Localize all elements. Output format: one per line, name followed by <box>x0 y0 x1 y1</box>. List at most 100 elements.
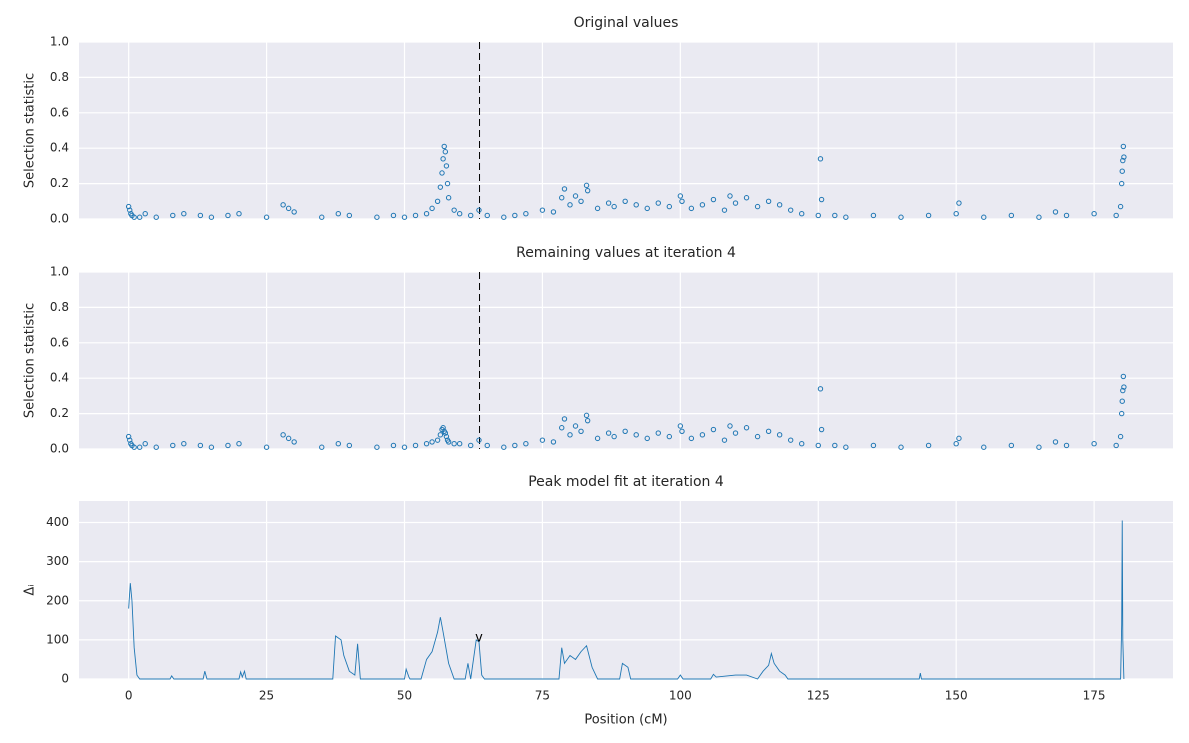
data-point <box>605 430 612 436</box>
data-point <box>622 198 628 205</box>
subplot-title: Remaining values at iteration 4 <box>516 245 736 261</box>
data-point <box>666 203 673 210</box>
data-point <box>142 210 148 217</box>
data-point <box>539 437 546 443</box>
data-point <box>285 205 292 212</box>
data-point <box>484 212 490 219</box>
data-point <box>131 214 137 220</box>
y-tick-label: 200 <box>46 593 69 607</box>
y-tick-label: 400 <box>46 515 69 529</box>
data-point <box>127 437 133 443</box>
y-tick-label: 0.2 <box>50 406 69 420</box>
data-point <box>263 214 270 220</box>
data-point <box>1008 442 1015 449</box>
data-point <box>467 442 474 449</box>
data-point <box>732 200 739 206</box>
data-point <box>437 184 444 190</box>
x-tick-label: 175 <box>1083 689 1106 703</box>
data-point <box>572 193 579 199</box>
subplot-title: Original values <box>574 15 679 31</box>
data-point <box>1052 439 1059 445</box>
y-tick-label: 0.4 <box>50 141 69 155</box>
y-tick-label: 0 <box>61 672 69 686</box>
data-point <box>285 435 292 442</box>
y-tick-label: 0.8 <box>50 70 69 84</box>
data-point <box>953 210 959 217</box>
data-point <box>743 425 750 431</box>
data-point <box>335 210 341 217</box>
data-point <box>444 180 451 187</box>
data-point <box>710 426 717 433</box>
data-point <box>280 202 286 208</box>
data-point <box>898 444 904 450</box>
data-point <box>225 442 231 449</box>
data-point <box>818 196 825 203</box>
data-point <box>799 440 805 447</box>
data-point <box>956 200 962 206</box>
data-point <box>456 210 463 217</box>
data-point <box>1008 212 1015 219</box>
data-point <box>817 386 824 392</box>
plot-area <box>79 42 1173 219</box>
data-point <box>655 430 661 436</box>
data-point <box>710 196 717 203</box>
data-point <box>451 440 457 447</box>
data-point <box>1120 373 1127 380</box>
y-tick-label: 1.0 <box>50 265 69 279</box>
data-point <box>181 440 187 447</box>
y-tick-label: 0.0 <box>50 212 69 226</box>
data-point <box>605 200 612 206</box>
data-point <box>291 439 297 445</box>
data-point <box>440 425 446 431</box>
data-point <box>1117 203 1124 210</box>
data-point <box>374 214 380 220</box>
data-point <box>559 425 565 431</box>
data-point <box>633 432 639 438</box>
y-tick-label: 1.0 <box>50 35 69 49</box>
data-point <box>583 182 590 189</box>
data-point <box>832 212 838 219</box>
data-point <box>153 214 159 220</box>
data-point <box>578 198 584 205</box>
data-point <box>434 437 441 443</box>
data-point <box>441 143 447 150</box>
data-point <box>1119 168 1125 174</box>
data-point <box>925 212 932 219</box>
data-point <box>754 433 761 440</box>
data-point <box>721 437 728 443</box>
data-point <box>776 432 783 438</box>
data-point <box>818 426 825 433</box>
data-point <box>743 195 750 201</box>
data-point <box>1117 433 1124 440</box>
y-tick-label: 0.2 <box>50 176 69 190</box>
data-point <box>1036 444 1042 450</box>
y-axis-label: Δᵢ <box>23 584 38 595</box>
data-point <box>1113 212 1119 219</box>
data-point <box>1120 387 1126 394</box>
data-point <box>559 195 565 201</box>
data-point <box>567 432 573 438</box>
data-point <box>181 210 187 217</box>
data-point <box>412 442 419 449</box>
data-point <box>611 203 617 210</box>
data-point <box>443 433 450 440</box>
data-line <box>128 520 1125 680</box>
x-axis-label: Position (cM) <box>584 713 667 728</box>
data-point <box>412 212 419 219</box>
data-point <box>429 439 435 445</box>
data-point <box>981 214 987 220</box>
data-point <box>727 193 733 199</box>
data-point <box>512 442 518 449</box>
data-point <box>721 207 728 213</box>
data-point <box>131 444 137 450</box>
y-tick-label: 300 <box>46 554 69 568</box>
data-point <box>644 435 650 442</box>
data-point <box>346 212 353 219</box>
data-point <box>423 210 430 217</box>
data-point <box>655 200 661 206</box>
data-point <box>501 214 507 220</box>
x-tick-label: 75 <box>535 689 550 703</box>
data-point <box>843 214 849 220</box>
data-point <box>437 432 444 438</box>
data-point <box>197 212 204 219</box>
